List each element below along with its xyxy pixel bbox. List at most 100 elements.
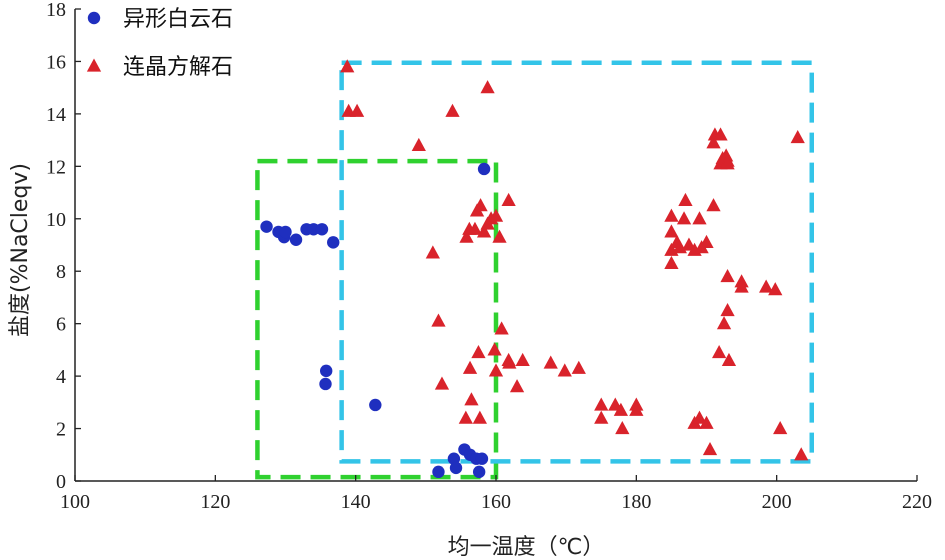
x-tick-label: 100 xyxy=(60,491,90,513)
dolomite-point xyxy=(319,364,333,378)
calcite-point xyxy=(768,282,783,296)
calcite-point xyxy=(712,345,727,359)
dolomite-point xyxy=(289,233,303,246)
calcite-point xyxy=(720,268,735,283)
calcite-point xyxy=(713,127,728,141)
calcite-point xyxy=(411,137,426,151)
y-tick-label: 6 xyxy=(56,314,66,336)
calcite-point xyxy=(557,363,572,377)
legend-entry-label: 连晶方解石 xyxy=(123,55,233,80)
calcite-point xyxy=(445,103,460,117)
calcite-point xyxy=(759,279,774,293)
y-tick-label: 0 xyxy=(56,471,66,493)
calcite-point xyxy=(706,135,721,149)
dolomite-point xyxy=(327,236,340,249)
x-tick-label: 160 xyxy=(481,491,511,513)
calcite-point xyxy=(699,415,714,429)
y-tick-label: 14 xyxy=(46,104,66,126)
calcite-point xyxy=(721,352,737,367)
calcite-point xyxy=(676,211,692,225)
calcite-point xyxy=(464,392,479,406)
x-tick-label: 120 xyxy=(200,491,230,513)
calcite-point xyxy=(492,229,507,243)
cyan-dashed-region xyxy=(339,60,814,464)
calcite-point xyxy=(462,360,478,374)
dolomite-point xyxy=(279,225,292,239)
calcite-point xyxy=(692,410,707,424)
calcite-point xyxy=(720,303,735,317)
dolomite-point xyxy=(319,377,332,391)
calcite-point xyxy=(794,447,809,461)
x-tick-label: 140 xyxy=(341,491,371,513)
dolomite-point xyxy=(315,223,329,236)
calcite-point xyxy=(501,192,516,207)
calcite-point xyxy=(734,279,749,293)
legend-entry-label: 异形白云石 xyxy=(123,7,233,32)
calcite-point xyxy=(476,224,492,238)
calcite-point xyxy=(431,313,446,327)
calcite-point xyxy=(340,59,355,73)
green-dashed-region xyxy=(255,158,499,480)
y-tick-label: 18 xyxy=(46,0,66,21)
calcite-point xyxy=(629,402,644,416)
dolomite-point xyxy=(369,398,382,412)
calcite-point xyxy=(434,376,450,390)
y-tick-label: 12 xyxy=(46,156,66,178)
dolomite-point xyxy=(472,465,486,479)
dolomite-point xyxy=(260,220,273,233)
calcite-point xyxy=(716,316,732,330)
y-axis-label: 盐度(%NaCleqv) xyxy=(8,163,33,337)
calcite-point xyxy=(702,442,718,456)
calcite-point xyxy=(494,321,509,335)
calcite-point xyxy=(488,363,504,377)
calcite-point xyxy=(480,80,495,94)
calcite-point xyxy=(515,352,530,367)
calcite-point xyxy=(458,410,473,424)
legend-triangle-marker xyxy=(86,58,102,72)
y-tick-label: 4 xyxy=(56,366,66,388)
calcite-point xyxy=(692,211,707,225)
calcite-point xyxy=(615,421,630,435)
x-tick-label: 200 xyxy=(762,491,792,513)
x-axis-label: 均一温度（℃） xyxy=(448,535,605,560)
dolomite-point xyxy=(475,452,489,465)
x-tick-label: 220 xyxy=(902,491,932,513)
calcite-point xyxy=(706,198,721,212)
x-tick-label: 180 xyxy=(621,491,651,513)
data-points xyxy=(260,59,809,479)
y-tick-label: 8 xyxy=(56,261,66,283)
calcite-point xyxy=(471,345,486,359)
calcite-point xyxy=(720,156,735,170)
calcite-point xyxy=(472,410,487,424)
calcite-point xyxy=(349,103,365,117)
calcite-point xyxy=(467,221,483,235)
calcite-point xyxy=(502,355,517,369)
dolomite-point xyxy=(477,162,491,176)
calcite-point xyxy=(459,229,474,243)
dolomite-point xyxy=(432,465,445,479)
y-tick-label: 16 xyxy=(46,51,66,73)
calcite-point xyxy=(699,234,714,249)
calcite-point xyxy=(488,208,504,222)
calcite-point xyxy=(543,355,558,369)
calcite-point xyxy=(664,208,679,222)
y-tick-label: 2 xyxy=(56,419,66,441)
y-tick-label: 10 xyxy=(46,209,66,231)
calcite-point xyxy=(773,421,788,435)
dolomite-point xyxy=(449,461,463,475)
calcite-point xyxy=(487,342,502,356)
calcite-point xyxy=(473,198,488,212)
legend-circle-marker xyxy=(87,11,101,25)
calcite-point xyxy=(790,129,805,144)
calcite-point xyxy=(571,360,586,374)
calcite-point xyxy=(613,402,629,416)
region-boxes xyxy=(255,60,814,480)
calcite-point xyxy=(594,410,609,424)
calcite-point xyxy=(678,192,693,207)
axes: 100 120 140 160 180 200 220 0 2 4 6 8 10 12 14 16 18 xyxy=(46,0,932,513)
calcite-point xyxy=(664,224,679,238)
calcite-point xyxy=(664,255,679,269)
calcite-point xyxy=(425,245,440,259)
